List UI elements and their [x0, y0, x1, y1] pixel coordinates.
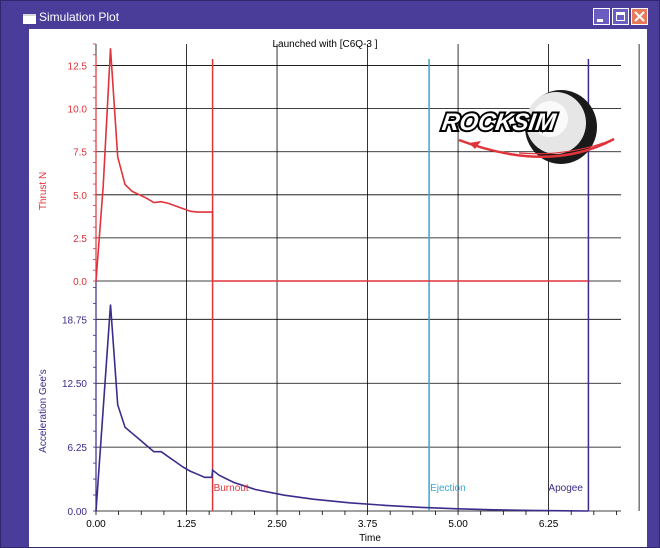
thrust-tick-label: 0.0 [73, 277, 87, 288]
maximize-button[interactable] [612, 8, 629, 25]
close-icon [634, 11, 645, 22]
x-axis-label: Time [359, 533, 381, 544]
chart-header: Launched with [C6Q-3 ] [272, 39, 377, 50]
thrust-tick-label: 7.5 [73, 148, 87, 159]
minimize-button[interactable] [593, 8, 610, 25]
window-icon [23, 14, 36, 24]
thrust-series-line [95, 48, 589, 282]
acceleration-axis-label: Acceleration Gee's [38, 369, 49, 453]
thrust-tick-label: 12.5 [68, 62, 88, 73]
thrust-tick-label: 10.0 [68, 105, 88, 116]
maximize-icon [616, 12, 625, 21]
thrust-tick-label: 5.0 [73, 191, 87, 202]
accel-tick-label: 12.50 [62, 379, 87, 390]
rocksim-logo-text: ROCKSIM [440, 109, 558, 136]
thrust-tick-label: 2.5 [73, 234, 87, 245]
grid-lines [95, 44, 640, 512]
x-tick-label: 3.75 [358, 519, 378, 530]
x-tick-label: 2.50 [267, 519, 287, 530]
plot-area: 0.00 1.25 2.50 3.75 5.00 6.25 12.5 10.0 7.5 5.0 2.… [29, 29, 647, 547]
accel-tick-label: 0.00 [68, 507, 88, 518]
event-label-apogee: Apogee [548, 483, 583, 494]
chart-series [95, 48, 589, 512]
accel-tick-label: 6.25 [68, 443, 88, 454]
x-tick-label: 1.25 [177, 519, 197, 530]
event-label-burnout: Burnout [214, 483, 249, 494]
acceleration-series-line [95, 304, 589, 512]
close-button[interactable] [631, 8, 648, 25]
chart-axes [93, 43, 617, 515]
x-tick-label: 0.00 [86, 519, 106, 530]
simulation-chart: 0.00 1.25 2.50 3.75 5.00 6.25 12.5 10.0 7.5 5.0 2.… [38, 39, 640, 544]
window-title: Simulation Plot [39, 10, 120, 24]
accel-tick-label: 18.75 [62, 315, 87, 326]
rocksim-logo: ROCKSIM [438, 90, 615, 164]
x-tick-label: 5.00 [448, 519, 468, 530]
thrust-axis-label: Thrust N [38, 172, 49, 210]
x-tick-label: 6.25 [539, 519, 559, 530]
event-label-ejection: Ejection [430, 483, 466, 494]
minimize-icon [597, 19, 603, 22]
chart-labels: 0.00 1.25 2.50 3.75 5.00 6.25 12.5 10.0 7.5 5.0 2.… [62, 62, 583, 530]
title-bar[interactable]: Simulation Plot [1, 1, 659, 29]
